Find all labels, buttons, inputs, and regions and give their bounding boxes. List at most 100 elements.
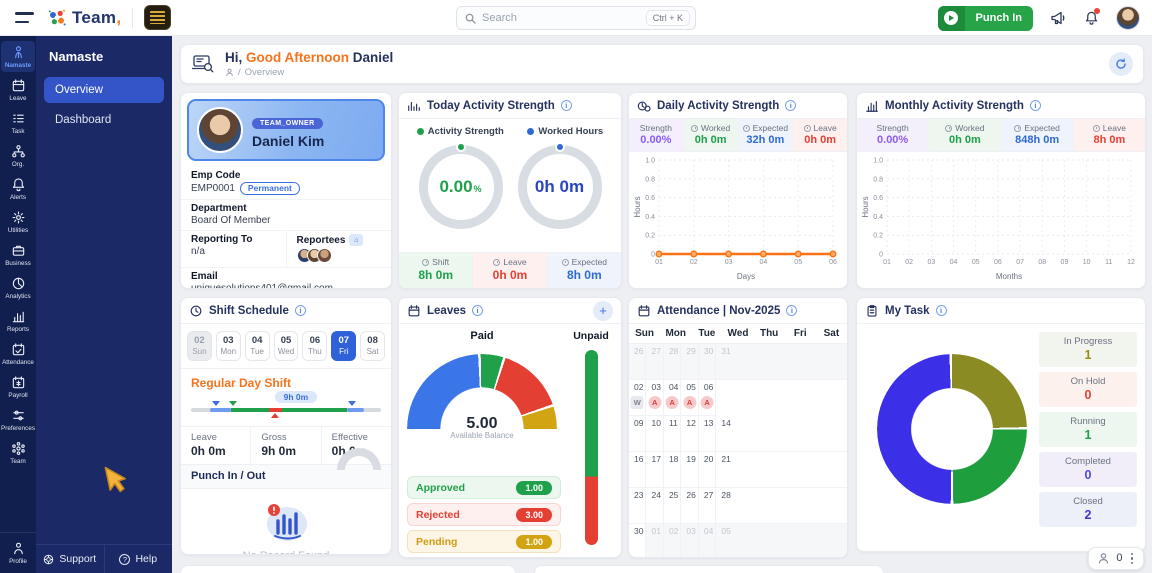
punch-in-button[interactable]: Punch In — [937, 5, 1033, 31]
weekday-label: Mon — [665, 328, 686, 339]
kebab-menu-icon[interactable] — [1129, 552, 1136, 566]
calendar-day-06[interactable]: 06 A — [698, 380, 717, 416]
reports-icon — [12, 311, 24, 323]
user-avatar[interactable] — [1116, 6, 1140, 30]
calendar-day-17[interactable]: 17 — [646, 452, 664, 488]
calendar-day-05[interactable]: 05 — [716, 524, 847, 557]
calendar-day-10[interactable]: 10 — [646, 416, 664, 452]
announcements-button[interactable] — [1050, 10, 1067, 26]
breadcrumb-current[interactable]: Overview — [244, 67, 285, 78]
day-chip-wed[interactable]: 05 Wed — [273, 331, 299, 361]
search-input[interactable] — [482, 12, 640, 24]
notifications-button[interactable] — [1084, 8, 1100, 26]
calendar-day-25[interactable]: 25 — [663, 488, 682, 524]
hamburger-menu-icon[interactable] — [15, 12, 34, 23]
payroll-icon — [12, 376, 24, 389]
calendar-day-28[interactable]: 28 — [663, 344, 682, 380]
sidebar-item-dashboard[interactable]: Dashboard — [55, 114, 112, 126]
floating-status-chip[interactable]: 0 — [1088, 546, 1144, 570]
sidebar-rail-item-payroll[interactable]: Payroll — [1, 371, 35, 402]
info-icon[interactable]: i — [294, 305, 306, 316]
calendar-day-05[interactable]: 05 A — [681, 380, 699, 416]
calendar-day-11[interactable]: 11 — [663, 416, 682, 452]
sidebar-rail-item-profile[interactable]: Profile — [1, 537, 35, 568]
day-chip-tue[interactable]: 04 Tue — [244, 331, 270, 361]
reportees-avatars[interactable] — [296, 248, 382, 263]
calendar-day-30[interactable]: 30 — [629, 524, 647, 557]
calendar-day-12[interactable]: 12 — [681, 416, 699, 452]
calendar-day-19[interactable]: 19 — [681, 452, 699, 488]
calendar-day-31[interactable]: 31 — [716, 344, 847, 380]
svg-text:0.2: 0.2 — [645, 233, 655, 240]
sidebar-rail-item-team[interactable]: Team — [1, 437, 35, 468]
add-leave-button[interactable]: + — [593, 300, 613, 321]
main-content: Hi, Good Afternoon Daniel / Overview TEA… — [172, 36, 1152, 573]
weekday-label: Wed — [727, 328, 749, 339]
calendar-day-27[interactable]: 27 — [698, 488, 717, 524]
calendar-day-01[interactable]: 01 — [646, 524, 664, 557]
company-logo[interactable] — [144, 5, 172, 30]
expected-stat: Expected 848h 0m — [1000, 119, 1073, 151]
sidebar-rail-item-reports[interactable]: Reports — [1, 305, 35, 336]
calendar-day-18[interactable]: 18 — [663, 452, 682, 488]
calendar-day-26[interactable]: 26 — [681, 488, 699, 524]
info-icon[interactable]: i — [472, 305, 484, 316]
task-stat-on-hold: On Hold 0 — [1039, 372, 1137, 407]
day-chip-thu[interactable]: 06 Thu — [302, 331, 328, 361]
calendar-day-20[interactable]: 20 — [698, 452, 717, 488]
day-chip-sun[interactable]: 02 Sun — [187, 331, 212, 361]
unpaid-leaves-section: Unpaid — [569, 330, 613, 545]
calendar-day-28[interactable]: 28 — [716, 488, 847, 524]
calendar-day-23[interactable]: 23 — [629, 488, 647, 524]
sidebar-rail-item-utilities[interactable]: Utilities — [1, 206, 35, 237]
refresh-button[interactable] — [1109, 52, 1133, 76]
calendar-day-14[interactable]: 14 — [716, 416, 847, 452]
day-chip-fri[interactable]: 07 Fri — [331, 331, 357, 361]
sidebar-rail-item-preferences[interactable]: Preferences — [1, 404, 35, 435]
sidebar-panel-title: Namaste — [49, 49, 104, 64]
sidebar-rail-item-task[interactable]: Task — [1, 107, 35, 138]
calendar-day-29[interactable]: 29 — [681, 344, 699, 380]
calendar-day-02[interactable]: 02 — [663, 524, 682, 557]
day-chip-mon[interactable]: 03 Mon — [215, 331, 241, 361]
info-icon[interactable]: i — [935, 305, 947, 316]
app-logo[interactable]: Team, — [47, 8, 121, 28]
support-button[interactable]: Support — [36, 545, 104, 573]
svg-text:11: 11 — [1105, 259, 1112, 266]
sidebar-rail-item-org[interactable]: Org. — [1, 140, 35, 171]
topbar: Team, Ctrl + K Punch In — [0, 0, 1152, 36]
monthly-line-chart: 0 0.2 0.4 0.6 0.8 1.0 01 02 03 04 05 06 07 08 09 10 11 12… — [857, 152, 1145, 288]
calendar-day-03[interactable]: 03 — [681, 524, 699, 557]
sidebar-rail-item-analytics[interactable]: Analytics — [1, 272, 35, 303]
calendar-day-04[interactable]: 04 — [698, 524, 717, 557]
calendar-day-02[interactable]: 02 W — [629, 380, 647, 416]
calendar-day-13[interactable]: 13 — [698, 416, 717, 452]
calendar-day-26[interactable]: 26 — [629, 344, 647, 380]
info-icon[interactable]: i — [1029, 100, 1041, 111]
sidebar-item-overview[interactable]: Overview — [44, 77, 164, 103]
calendar-day-09[interactable]: 09 — [629, 416, 647, 452]
sidebar-rail-item-alerts[interactable]: Alerts — [1, 173, 35, 204]
calendar-day-16[interactable]: 16 — [629, 452, 647, 488]
namaste-icon — [14, 46, 22, 59]
floating-count: 0 — [1116, 552, 1123, 565]
sidebar-rail-item-attendance[interactable]: Attendance — [1, 338, 35, 369]
calendar-day-04[interactable]: 04 A — [663, 380, 682, 416]
info-icon[interactable]: i — [785, 100, 797, 111]
info-icon[interactable]: i — [786, 305, 798, 316]
calendar-day-21[interactable]: 21 — [716, 452, 847, 488]
calendar-day-03[interactable]: 03 A — [646, 380, 664, 416]
day-chip-sat[interactable]: 08 Sat — [360, 331, 386, 361]
profile-header[interactable]: TEAM_OWNER Daniel Kim — [187, 99, 385, 161]
sidebar-rail-item-business[interactable]: Business — [1, 239, 35, 270]
help-icon: ? — [119, 553, 131, 565]
calendar-day-24[interactable]: 24 — [646, 488, 664, 524]
help-button[interactable]: ? Help — [103, 545, 173, 573]
info-icon[interactable]: i — [560, 100, 572, 111]
calendar-day-27[interactable]: 27 — [646, 344, 664, 380]
calendar-day-30[interactable]: 30 — [698, 344, 717, 380]
sidebar-rail-item-leave[interactable]: Leave — [1, 74, 35, 105]
search-shortcut-hint: Ctrl + K — [645, 10, 690, 26]
sidebar-rail-item-namaste[interactable]: Namaste — [1, 41, 35, 72]
org-chart-icon[interactable]: ⌂ — [349, 234, 364, 246]
